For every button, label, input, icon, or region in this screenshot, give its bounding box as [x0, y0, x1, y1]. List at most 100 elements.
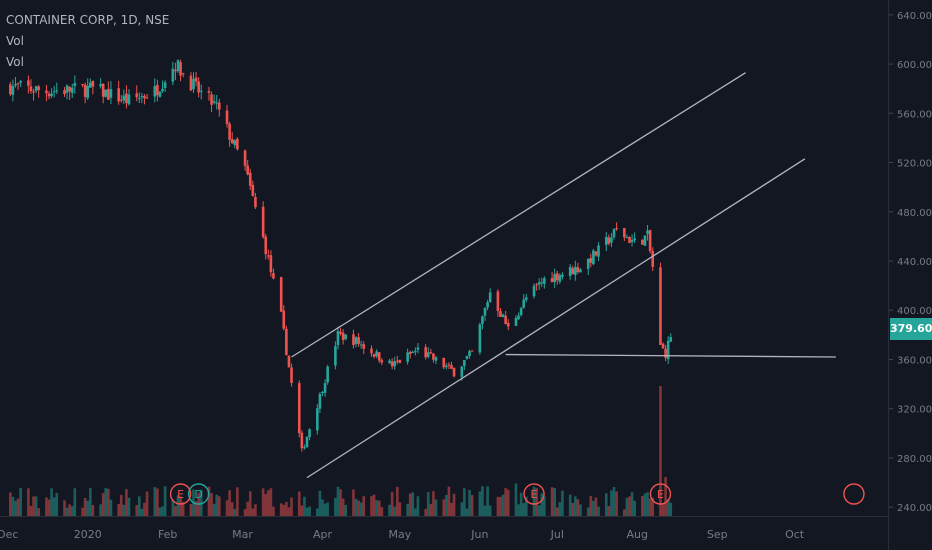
- candle-body: [468, 351, 471, 357]
- event-marker-icon[interactable]: [843, 483, 865, 505]
- volume-bar: [504, 488, 507, 516]
- volume-bar: [269, 488, 273, 516]
- candle-body: [243, 150, 247, 166]
- candle-body: [442, 357, 446, 368]
- volume-bar: [641, 495, 644, 516]
- channel-lower-line[interactable]: [306, 158, 806, 479]
- volume-bar: [377, 500, 381, 516]
- volume-bar: [522, 503, 526, 516]
- volume-bar: [261, 488, 265, 516]
- volume-bar: [215, 494, 219, 516]
- volume-label[interactable]: Vol: [6, 34, 24, 48]
- volume-bar: [524, 496, 528, 516]
- candle-body: [416, 347, 420, 350]
- candle-body: [326, 366, 329, 383]
- symbol-title[interactable]: CONTAINER CORP, 1D, NSE: [6, 13, 170, 27]
- support-line[interactable]: [505, 353, 836, 358]
- candle-body: [140, 95, 144, 97]
- candle-body: [138, 97, 141, 99]
- volume-bar: [646, 492, 649, 516]
- volume-bar: [63, 500, 66, 516]
- volume-bar: [34, 496, 38, 516]
- candle-body: [282, 310, 286, 329]
- trend-lines[interactable]: [291, 72, 836, 479]
- event-marker-label: D: [194, 488, 202, 501]
- volume-bar: [174, 505, 177, 516]
- volume-bar: [230, 502, 234, 516]
- candle-body: [207, 90, 211, 93]
- candle-body: [83, 84, 87, 97]
- y-tick-label: 240.00: [897, 503, 932, 514]
- volume-bar: [643, 493, 647, 516]
- volume-bar: [661, 504, 665, 516]
- volume-bar: [334, 497, 337, 516]
- candle-body: [460, 366, 464, 377]
- candle-body: [236, 138, 239, 150]
- candle-body: [615, 227, 618, 229]
- candle-body: [357, 337, 360, 344]
- candle-body: [233, 140, 237, 146]
- candle-body: [370, 348, 373, 354]
- candle-body: [478, 324, 482, 353]
- y-tick-label: 280.00: [897, 454, 932, 465]
- candle-body: [447, 364, 451, 366]
- volume-bar: [468, 489, 471, 516]
- volume-bar: [300, 505, 304, 516]
- candle-body: [189, 75, 193, 91]
- volume-bar: [612, 487, 616, 516]
- volume-label[interactable]: Vol: [6, 55, 24, 69]
- price-axis[interactable]: 640.00 600.00 560.00 520.00 480.00 440.00 400.…: [889, 11, 932, 514]
- volume-bar: [393, 506, 397, 516]
- event-marker-icon[interactable]: [169, 483, 192, 505]
- candle-body: [225, 110, 229, 124]
- candle-body: [34, 86, 38, 91]
- volume-bar: [496, 496, 500, 516]
- candle-body: [199, 90, 203, 92]
- candle-body: [362, 344, 366, 349]
- candle-body: [610, 237, 613, 243]
- candle-body: [377, 352, 381, 361]
- volume-bar: [388, 504, 391, 516]
- candle-body: [308, 429, 311, 438]
- volume-bar: [607, 506, 611, 516]
- volume-bar: [336, 486, 340, 516]
- volume-bar: [452, 493, 456, 516]
- volume-bar: [470, 495, 474, 516]
- volume-bar: [486, 486, 489, 516]
- volume-bar: [279, 503, 283, 516]
- volume-bar: [543, 496, 546, 516]
- volume-bar: [138, 496, 141, 516]
- candle-body: [323, 383, 327, 393]
- candle-body: [659, 267, 662, 345]
- x-tick-label: Dec: [0, 528, 18, 541]
- x-tick-label: Jul: [550, 528, 564, 541]
- candle-body: [55, 90, 59, 92]
- event-marker-icon[interactable]: [187, 483, 210, 505]
- event-marker-label: E: [531, 488, 538, 501]
- volume-bar: [651, 497, 655, 516]
- volume-bar: [228, 490, 231, 516]
- volume-bar: [81, 507, 84, 516]
- volume-bar: [553, 488, 556, 516]
- candle-body: [171, 68, 175, 82]
- x-tick-label: Oct: [785, 528, 805, 541]
- time-axis[interactable]: Dec 2020 Feb Mar Apr May Jun Jul Aug Sep Oct: [0, 528, 805, 541]
- candle-body: [646, 230, 649, 235]
- volume-bar: [117, 504, 120, 516]
- volume-bar: [316, 508, 319, 516]
- candle-body: [81, 83, 84, 86]
- event-marker-icon[interactable]: [523, 483, 545, 505]
- channel-upper-line[interactable]: [291, 72, 746, 358]
- candle-body: [607, 237, 611, 244]
- candle-body: [426, 352, 430, 357]
- candle-body: [514, 317, 518, 326]
- event-marker-icon[interactable]: [649, 483, 672, 505]
- candle-body: [143, 95, 146, 99]
- candle-body: [445, 365, 448, 368]
- candle-body: [104, 89, 108, 97]
- y-tick-label: 320.00: [897, 405, 932, 416]
- candle-body: [101, 83, 105, 97]
- volume-bar: [592, 500, 595, 516]
